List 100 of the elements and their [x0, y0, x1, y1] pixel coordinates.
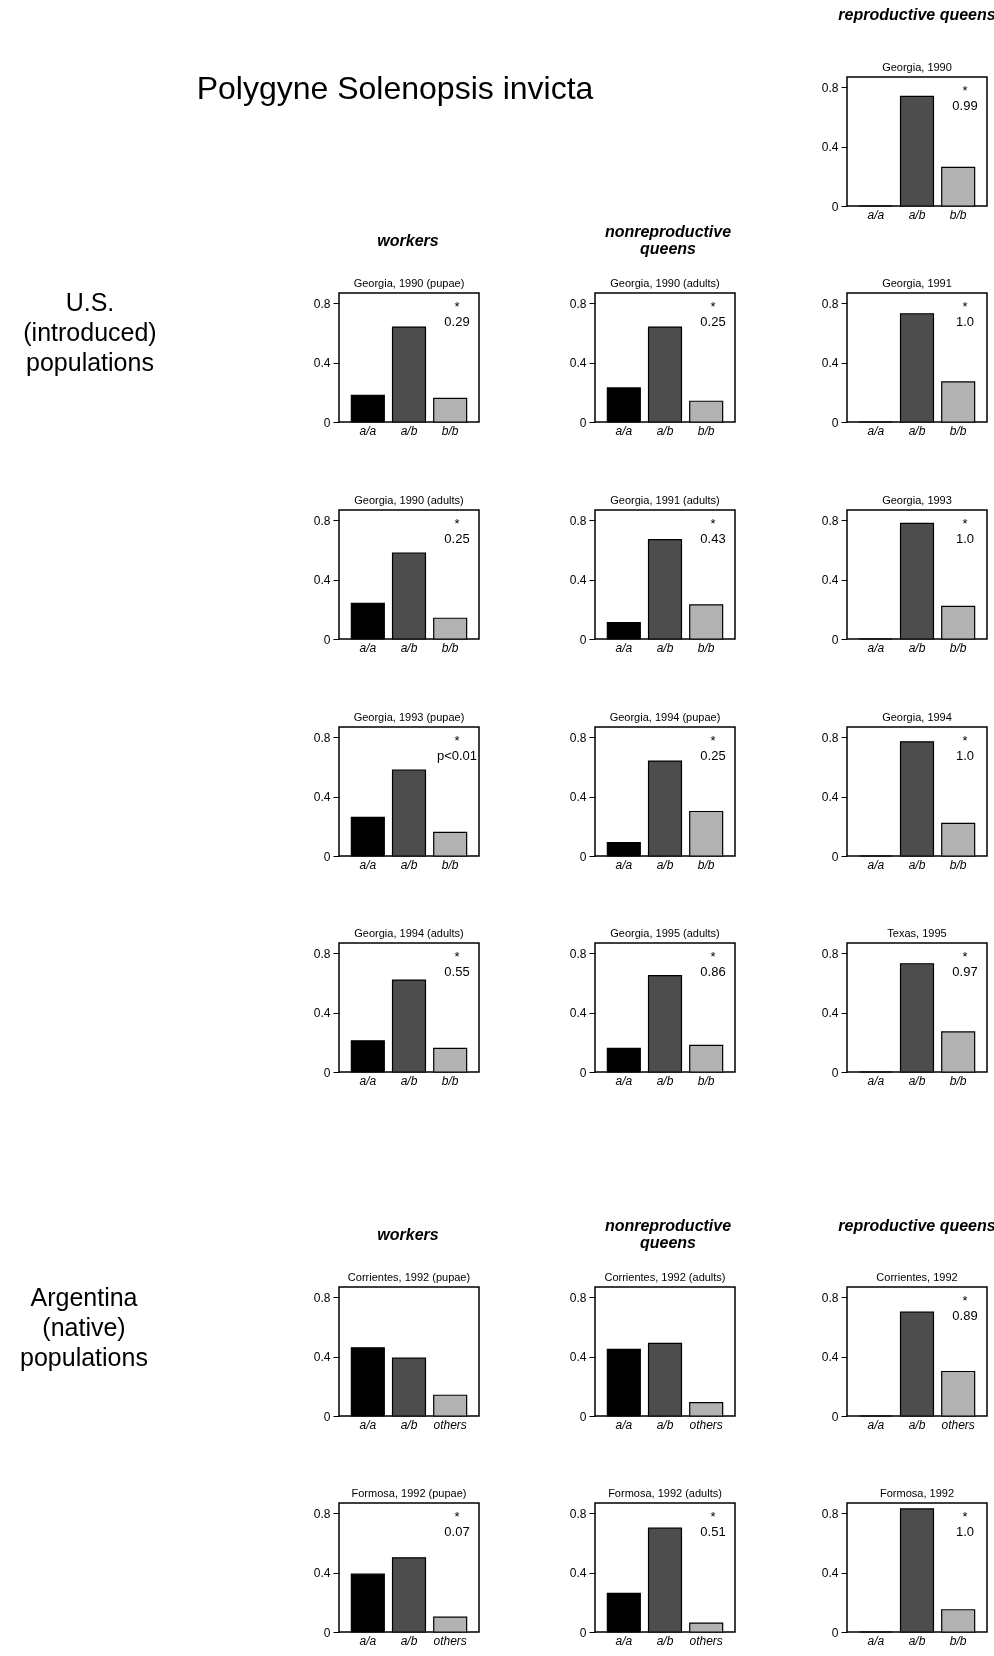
- y-tick-label: 0.4: [569, 1006, 587, 1021]
- x-tick-label: b/b: [697, 640, 715, 655]
- text: Argentina (native) populations: [19, 1282, 149, 1372]
- x-tick-label: b/b: [441, 423, 459, 438]
- x-tick-label: b/b: [949, 1073, 967, 1088]
- x-tick-label: others: [941, 1417, 975, 1432]
- x-tick-label: b/b: [949, 423, 967, 438]
- y-tick-label: 0: [323, 632, 331, 647]
- y-tick-label: 0.8: [569, 296, 587, 311]
- x-tick-label: a/b: [656, 1633, 674, 1648]
- y-tick-label: 0: [323, 1065, 331, 1080]
- y-tick-label: 0.8: [313, 946, 331, 961]
- x-tick-label: a/b: [908, 423, 926, 438]
- chart-title: Texas, 1995: [887, 927, 947, 939]
- x-tick-label: a/a: [867, 640, 885, 655]
- x-tick-label: b/b: [697, 857, 715, 872]
- y-tick-label: 0.4: [313, 1006, 331, 1021]
- y-tick-label: 0.4: [569, 356, 587, 371]
- x-tick-label: others: [433, 1633, 467, 1648]
- y-tick-label: 0.8: [821, 1290, 839, 1305]
- chart-title: Georgia, 1995 (adults): [610, 927, 720, 939]
- annotation: 1.0: [955, 748, 975, 763]
- y-tick-label: 0: [831, 849, 839, 864]
- annotation: 0.07: [444, 1524, 470, 1539]
- annotation: 0.25: [700, 748, 726, 763]
- x-tick-label: a/b: [400, 1417, 418, 1432]
- x-tick-label: a/b: [400, 1633, 418, 1648]
- chart-title: Georgia, 1994: [882, 711, 952, 723]
- y-tick-label: 0.4: [821, 1006, 839, 1021]
- y-tick-label: 0.4: [569, 1350, 587, 1365]
- annotation: *: [454, 516, 460, 531]
- y-tick-label: 0: [323, 1409, 331, 1424]
- annotation: 0.43: [700, 531, 726, 546]
- annotation: 0.55: [444, 964, 470, 979]
- annotation: *: [962, 1509, 968, 1524]
- annotation: 1.0: [955, 1524, 975, 1539]
- x-tick-label: a/a: [867, 1417, 885, 1432]
- annotation: *: [454, 949, 460, 964]
- x-tick-label: a/b: [908, 207, 926, 222]
- chart-title: Georgia, 1994 (adults): [354, 927, 464, 939]
- y-tick-label: 0.4: [821, 140, 839, 155]
- x-tick-label: a/a: [359, 1073, 377, 1088]
- x-tick-label: a/b: [908, 1073, 926, 1088]
- y-tick-label: 0: [323, 1625, 331, 1640]
- x-tick-label: a/a: [359, 1633, 377, 1648]
- chart-title: Formosa, 1992 (pupae): [351, 1487, 467, 1499]
- x-tick-label: a/a: [615, 857, 633, 872]
- y-tick-label: 0: [579, 1409, 587, 1424]
- x-tick-label: a/b: [400, 1073, 418, 1088]
- x-tick-label: b/b: [697, 1073, 715, 1088]
- x-tick-label: a/a: [615, 423, 633, 438]
- x-tick-label: a/a: [615, 1073, 633, 1088]
- annotation: 1.0: [955, 314, 975, 329]
- y-tick-label: 0.8: [821, 1506, 839, 1521]
- y-tick-label: 0.4: [313, 1566, 331, 1581]
- x-tick-label: a/b: [400, 423, 418, 438]
- y-tick-label: 0.8: [821, 730, 839, 745]
- annotation: p<0.01: [436, 748, 478, 763]
- annotation: *: [710, 733, 716, 748]
- y-tick-label: 0.4: [313, 356, 331, 371]
- y-tick-label: 0: [323, 849, 331, 864]
- y-tick-label: 0: [831, 199, 839, 214]
- annotation: *: [962, 83, 968, 98]
- y-tick-label: 0.8: [569, 1506, 587, 1521]
- annotation: *: [962, 949, 968, 964]
- x-tick-label: a/a: [615, 640, 633, 655]
- y-tick-label: 0.4: [821, 356, 839, 371]
- annotation: 0.29: [444, 314, 470, 329]
- y-tick-label: 0.8: [313, 296, 331, 311]
- y-tick-label: 0.8: [569, 1290, 587, 1305]
- annotation: *: [962, 516, 968, 531]
- y-tick-label: 0.8: [569, 513, 587, 528]
- y-tick-label: 0: [323, 415, 331, 430]
- y-tick-label: 0.8: [313, 1290, 331, 1305]
- y-tick-label: 0.8: [821, 946, 839, 961]
- y-tick-label: 0.8: [569, 730, 587, 745]
- annotation: *: [962, 1293, 968, 1308]
- x-tick-label: a/a: [867, 207, 885, 222]
- y-tick-label: 0.8: [313, 1506, 331, 1521]
- chart-title: Georgia, 1990 (pupae): [353, 277, 465, 289]
- y-tick-label: 0.4: [821, 790, 839, 805]
- y-tick-label: 0: [579, 1065, 587, 1080]
- x-tick-label: a/b: [656, 1417, 674, 1432]
- x-tick-label: a/b: [908, 1633, 926, 1648]
- annotation: *: [710, 949, 716, 964]
- y-tick-label: 0.8: [821, 513, 839, 528]
- annotation: 0.97: [952, 964, 978, 979]
- x-tick-label: others: [689, 1633, 723, 1648]
- annotation: *: [710, 299, 716, 314]
- y-tick-label: 0.4: [313, 573, 331, 588]
- annotation: *: [454, 733, 460, 748]
- y-tick-label: 0.8: [313, 513, 331, 528]
- x-tick-label: a/b: [908, 1417, 926, 1432]
- chart-title: Georgia, 1990 (adults): [610, 277, 720, 289]
- chart-title: Georgia, 1993: [882, 494, 952, 506]
- text: U.S. (introduced) populations: [22, 287, 158, 377]
- x-tick-label: a/a: [867, 1073, 885, 1088]
- y-tick-label: 0.4: [569, 1566, 587, 1581]
- x-tick-label: b/b: [949, 640, 967, 655]
- y-tick-label: 0.4: [313, 790, 331, 805]
